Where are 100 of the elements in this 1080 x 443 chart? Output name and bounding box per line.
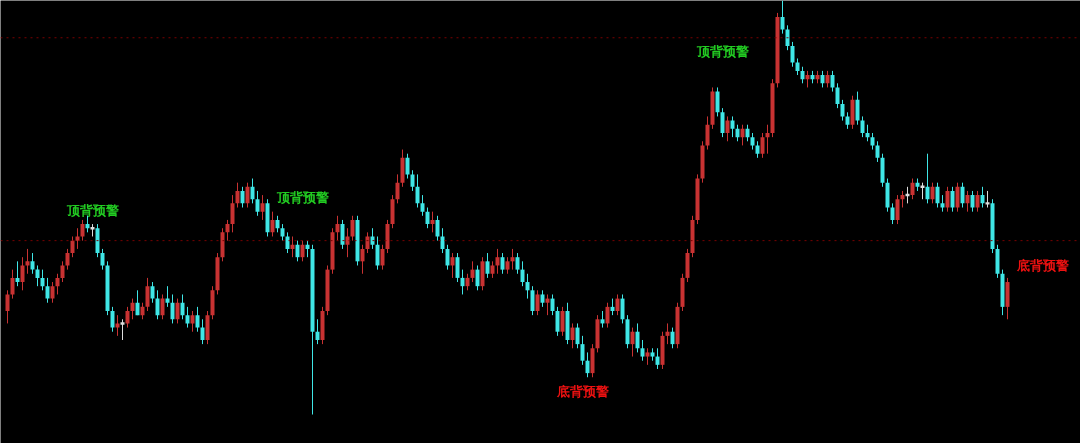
candlestick xyxy=(410,169,415,192)
candlestick xyxy=(360,244,365,275)
candlestick xyxy=(670,327,675,349)
candlestick xyxy=(405,153,410,180)
candlestick xyxy=(975,190,980,213)
candlestick xyxy=(510,248,515,271)
candlestick xyxy=(955,182,960,213)
candlestick xyxy=(730,115,735,138)
candlestick xyxy=(120,318,125,341)
candlestick xyxy=(470,260,475,283)
annotation: 顶背预警 xyxy=(275,190,329,205)
candlestick xyxy=(15,260,20,287)
candlestick xyxy=(180,293,185,320)
candlestick xyxy=(40,269,45,291)
candlestick xyxy=(765,124,770,155)
candlestick xyxy=(740,124,745,146)
candlestick xyxy=(630,327,635,358)
candlestick xyxy=(550,293,555,316)
candlestick xyxy=(430,211,435,233)
candlestick xyxy=(260,194,265,221)
candlestick xyxy=(945,186,950,213)
candlestick xyxy=(495,248,500,275)
text: 底背预警 xyxy=(1015,258,1069,273)
candlestick xyxy=(345,227,350,258)
candlestick xyxy=(130,298,135,320)
candlestick xyxy=(980,186,985,209)
candlestick xyxy=(245,182,250,209)
candlestick xyxy=(450,252,455,279)
candlestick xyxy=(190,310,195,333)
candlestick xyxy=(665,322,670,345)
candlestick xyxy=(195,306,200,333)
candlestick xyxy=(375,235,380,271)
candlestick xyxy=(790,41,795,68)
candlestick xyxy=(890,202,895,225)
candlestick xyxy=(855,91,860,126)
candlestick xyxy=(525,273,530,300)
candlestick xyxy=(570,322,575,349)
candlestick xyxy=(290,235,295,258)
candlestick xyxy=(780,0,785,35)
candlestick xyxy=(175,298,180,324)
candlestick xyxy=(960,182,965,209)
candlestick xyxy=(860,115,865,138)
candlestick xyxy=(530,285,535,316)
candlestick xyxy=(365,231,370,254)
annotation: 顶背预警 xyxy=(695,44,749,59)
candlestick xyxy=(235,182,240,209)
candlestick xyxy=(785,24,790,51)
candlestick xyxy=(380,244,385,271)
candlestick xyxy=(65,248,70,271)
candlestick xyxy=(460,269,465,295)
candlestick xyxy=(830,70,835,93)
candlestick xyxy=(500,252,505,275)
candlestick xyxy=(370,227,375,250)
candlestick xyxy=(835,82,840,109)
candlestick xyxy=(300,240,305,262)
candlestick xyxy=(585,351,590,378)
candlestick xyxy=(75,227,80,250)
candlestick xyxy=(720,107,725,138)
candlestick xyxy=(55,273,60,295)
candlestick xyxy=(725,115,730,142)
candlestick xyxy=(70,235,75,258)
candlestick xyxy=(715,86,720,117)
candlestick xyxy=(415,173,420,209)
candlestick xyxy=(20,256,25,291)
candlestick xyxy=(295,240,300,262)
candlestick xyxy=(575,322,580,349)
candlestick xyxy=(200,318,205,345)
candlestick xyxy=(935,182,940,209)
candlestick xyxy=(910,178,915,200)
candlestick xyxy=(560,306,565,337)
candlestick xyxy=(420,194,425,217)
candlestick xyxy=(125,306,130,329)
candlestick xyxy=(485,252,490,279)
candlestick xyxy=(115,314,120,337)
candlestick xyxy=(255,190,260,217)
candlestick xyxy=(965,190,970,213)
candlestick xyxy=(875,140,880,163)
candlestick xyxy=(60,260,65,283)
candlestick xyxy=(555,306,560,337)
candlestick xyxy=(535,289,540,316)
candlestick xyxy=(475,264,480,291)
candlestick xyxy=(30,252,35,275)
candlestick xyxy=(240,186,245,209)
candlestick xyxy=(840,99,845,122)
candlestick xyxy=(5,289,10,324)
candlestick xyxy=(50,281,55,304)
candlestick xyxy=(100,248,105,271)
candlestick xyxy=(545,293,550,316)
candlestick xyxy=(895,194,900,225)
candlestick xyxy=(340,219,345,250)
candlestick xyxy=(425,207,430,229)
candlestick xyxy=(455,252,460,283)
candlestick xyxy=(605,302,610,329)
candlestick xyxy=(705,115,710,151)
candlestick xyxy=(930,182,935,204)
candlestick xyxy=(170,293,175,324)
candlestick xyxy=(620,293,625,324)
candlestick xyxy=(185,306,190,329)
candlestick xyxy=(580,335,585,366)
candlestick xyxy=(110,306,115,333)
